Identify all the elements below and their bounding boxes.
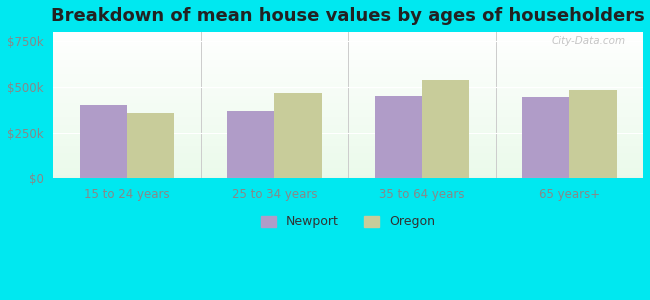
Bar xyxy=(227,111,274,178)
Bar xyxy=(374,96,422,178)
Bar xyxy=(274,93,322,178)
Bar xyxy=(422,80,469,178)
Bar xyxy=(127,113,174,178)
Text: City-Data.com: City-Data.com xyxy=(551,36,625,46)
Legend: Newport, Oregon: Newport, Oregon xyxy=(256,211,440,233)
Title: Breakdown of mean house values by ages of householders: Breakdown of mean house values by ages o… xyxy=(51,7,645,25)
Bar xyxy=(80,105,127,178)
Bar xyxy=(522,97,569,178)
Bar xyxy=(569,90,616,178)
